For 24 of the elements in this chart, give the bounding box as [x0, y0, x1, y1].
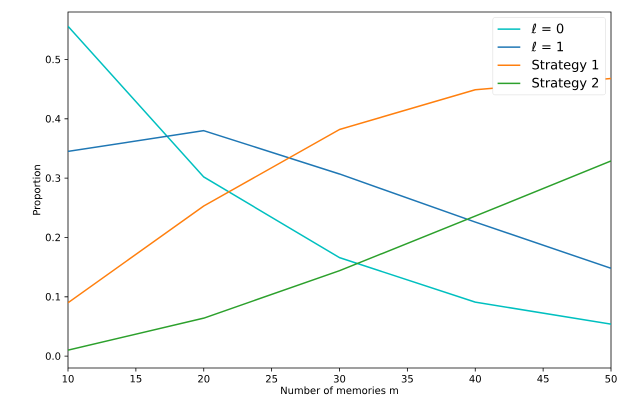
- y-tick-label: 0.5: [46, 56, 60, 64]
- x-tick-label: 15: [130, 375, 142, 382]
- x-tick-label: 45: [537, 375, 549, 382]
- y-axis-title: Proportion: [32, 165, 42, 215]
- x-tick-label: 25: [266, 375, 278, 383]
- x-tick-label: 35: [402, 375, 413, 383]
- legend-label: ℓ = 0: [531, 24, 564, 34]
- x-axis-title: Number of memories m: [281, 386, 398, 394]
- y-tick-label: 0.2: [46, 234, 60, 242]
- y-tick-label: 0.1: [46, 293, 60, 301]
- x-tick-label: 30: [334, 375, 346, 383]
- line-series: [68, 25, 612, 325]
- line-series: [68, 160, 612, 351]
- legend-label: Strategy 2: [532, 78, 598, 90]
- line-series: [68, 130, 612, 270]
- y-tick-label: 0.0: [46, 352, 60, 360]
- y-tick-label: 0.4: [46, 115, 60, 123]
- legend-label: Strategy 1: [532, 60, 598, 72]
- x-tick-label: 40: [469, 375, 481, 383]
- legend-label: ℓ = 1: [531, 42, 564, 52]
- y-tick-label: 0.3: [46, 174, 60, 182]
- x-tick-label: 10: [62, 375, 74, 383]
- x-tick-label: 20: [198, 375, 210, 383]
- x-tick-label: 50: [605, 375, 617, 383]
